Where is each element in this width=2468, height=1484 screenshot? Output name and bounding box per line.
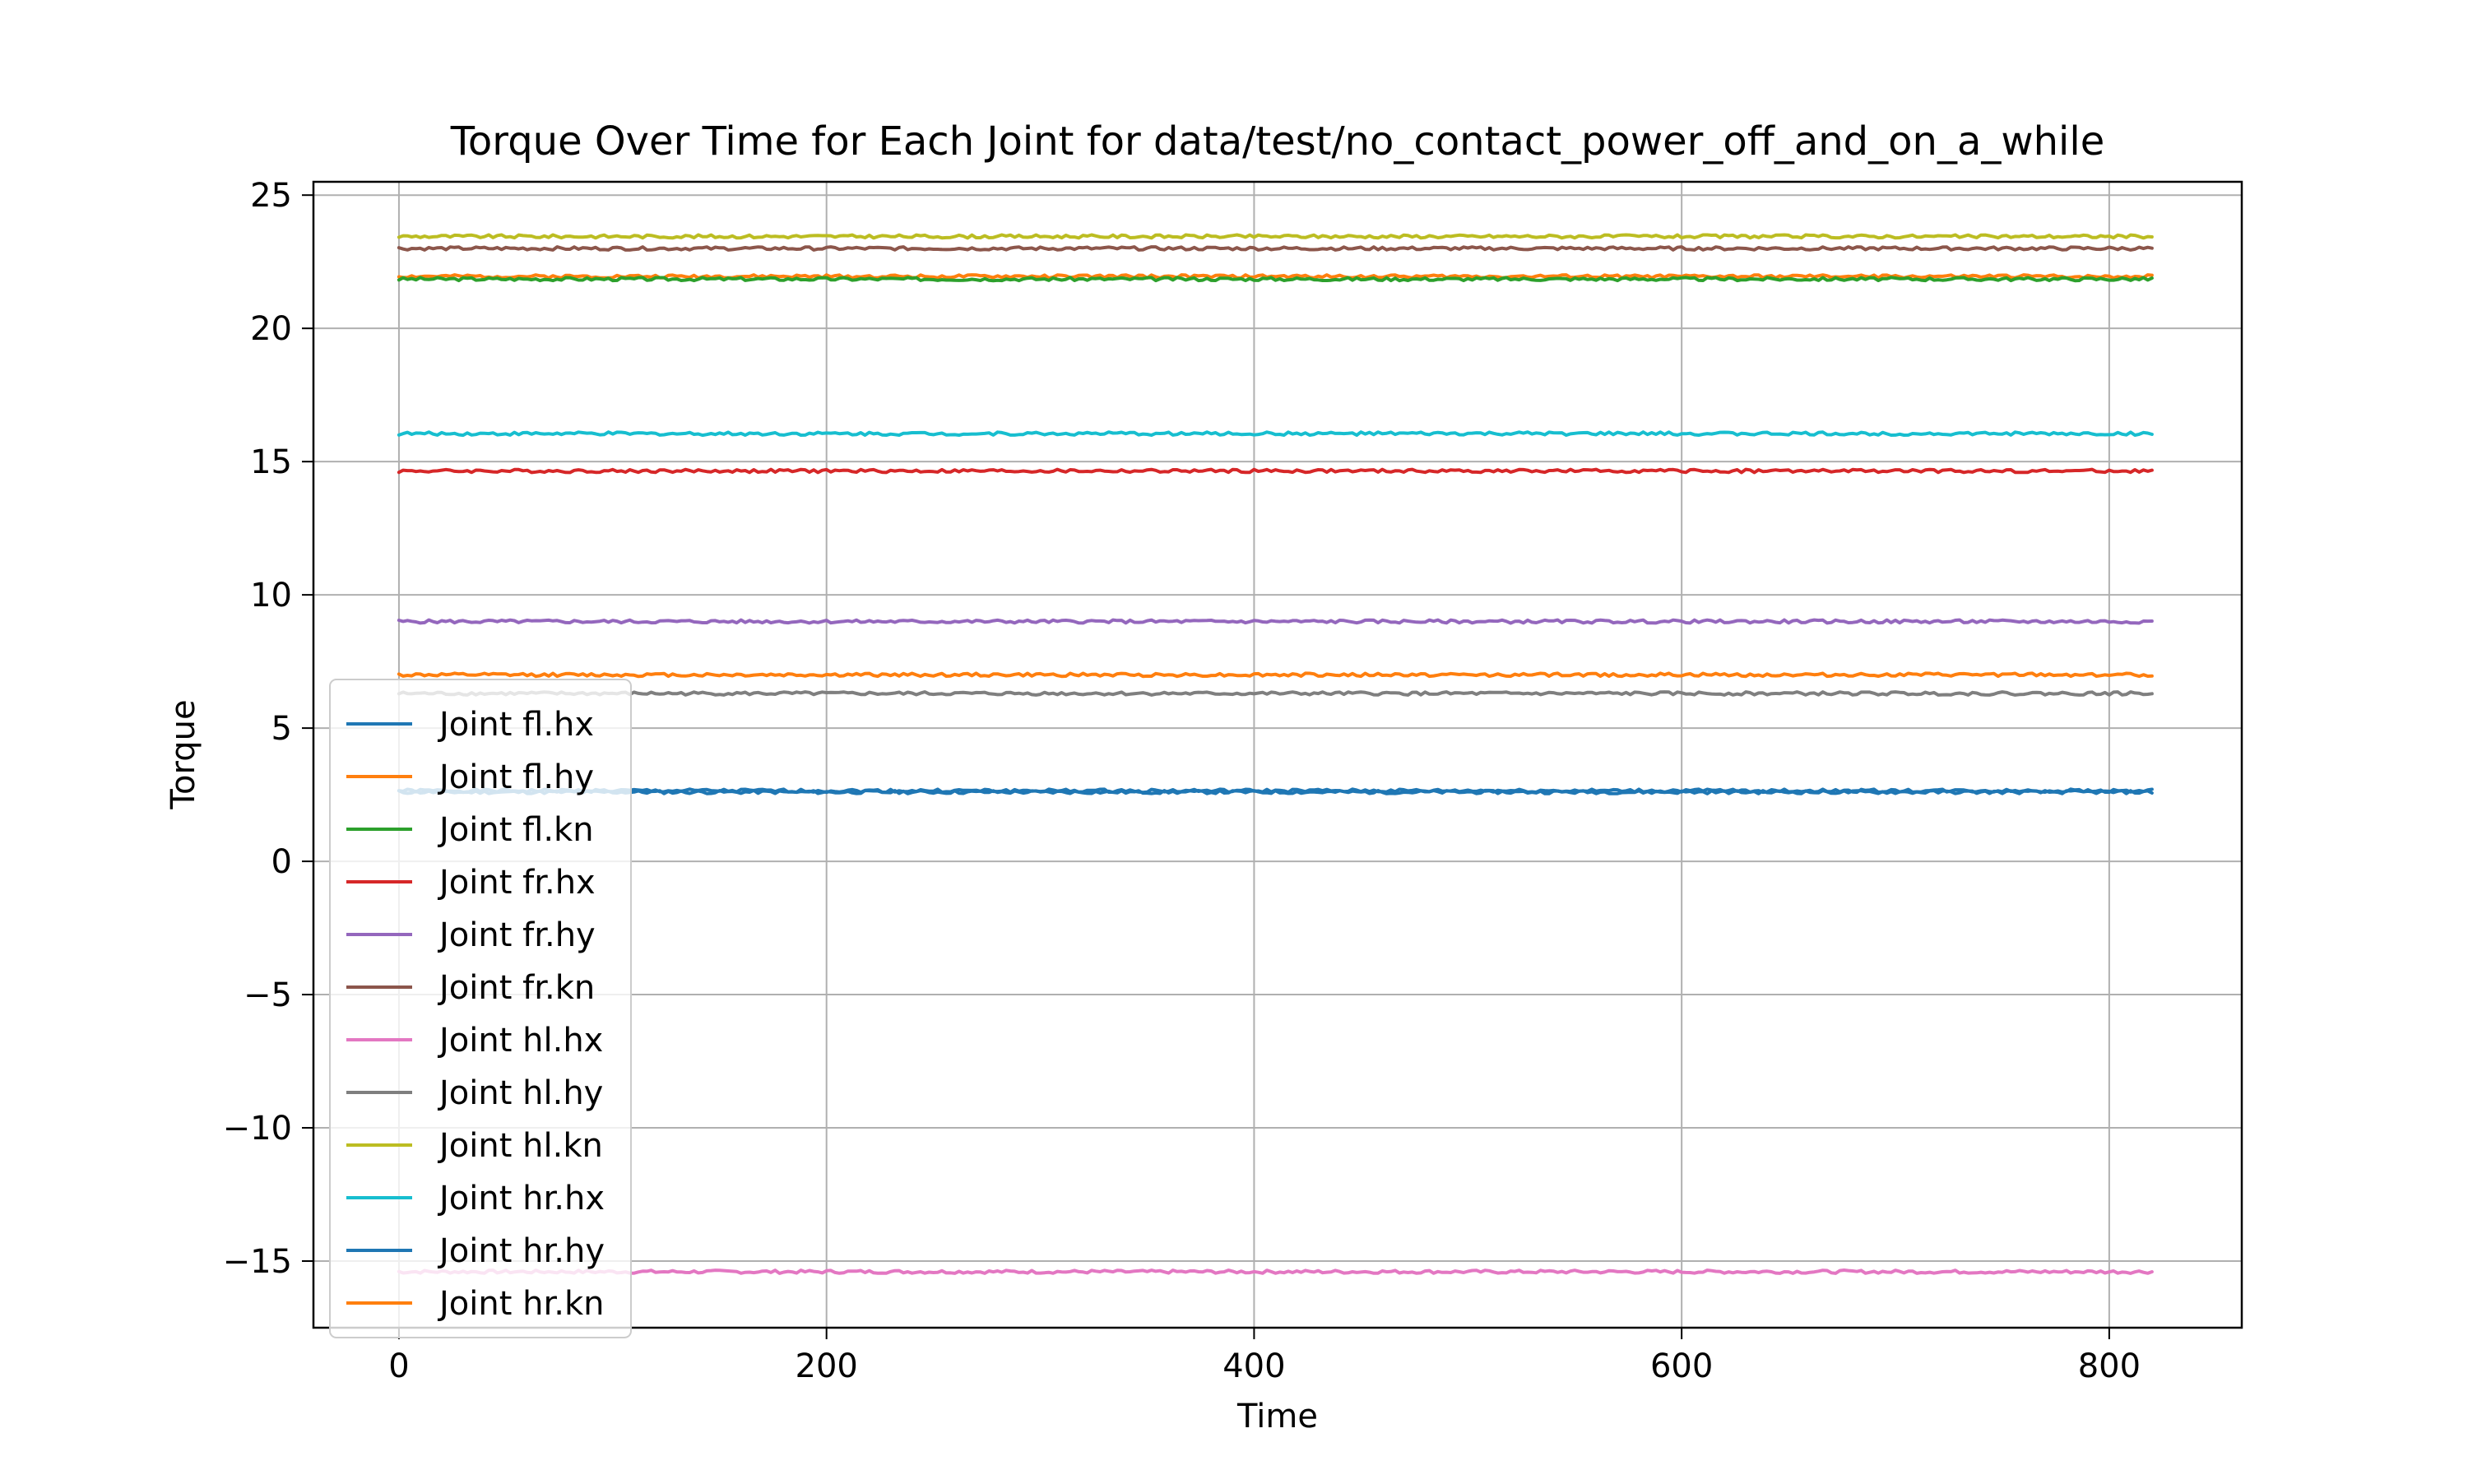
y-tick-label: −10 [223, 1110, 292, 1148]
series-line-joint-hr-kn [397, 671, 2154, 679]
x-tick-label: 0 [388, 1347, 409, 1385]
legend-label: Joint fr.hy [437, 916, 596, 954]
legend-label: Joint hr.hy [437, 1232, 605, 1270]
y-tick-label: 5 [271, 710, 292, 748]
y-tick-label: −5 [244, 976, 292, 1014]
x-tick-label: 800 [2078, 1347, 2141, 1385]
x-tick-label: 600 [1650, 1347, 1713, 1385]
series-line-joint-hl-hy [397, 690, 2154, 697]
series-line-joint-hr-hy [397, 788, 2154, 795]
legend-label: Joint fl.hy [437, 758, 594, 796]
tick-layer: 0 200 400 600 800 −15 −10 −5 0 5 10 15 20 25 [223, 177, 2141, 1385]
y-tick-label: −15 [223, 1243, 292, 1281]
legend-label: Joint hl.hy [437, 1074, 603, 1112]
legend-label: Joint hl.hx [437, 1022, 603, 1060]
y-tick-label: 10 [250, 577, 292, 614]
series-line-joint-fl-hy [397, 273, 2154, 280]
legend: Joint fl.hx Joint fl.hy Joint fl.kn Joint f… [329, 679, 632, 1338]
x-tick-label: 200 [796, 1347, 858, 1385]
y-axis-label: Torque [165, 699, 202, 809]
chart-title: Torque Over Time for Each Joint for data… [450, 118, 2104, 165]
series-line-joint-hl-hx [397, 1268, 2154, 1275]
x-tick-label: 400 [1222, 1347, 1285, 1385]
series-line-joint-fr-hx [397, 467, 2154, 475]
series-line-joint-fr-kn [397, 245, 2154, 252]
series-line-joint-hr-hx [397, 430, 2154, 438]
series-line-joint-fr-hy [397, 618, 2154, 625]
legend-label: Joint fl.kn [437, 811, 594, 849]
legend-box [329, 679, 632, 1338]
y-tick-label: 0 [271, 843, 292, 881]
grid-layer [313, 182, 2242, 1328]
legend-label: Joint fr.kn [437, 969, 595, 1007]
x-axis-label: Time [1236, 1398, 1318, 1435]
y-tick-label: 25 [250, 177, 292, 215]
axes-frame [312, 180, 2243, 1329]
legend-label: Joint fr.hx [437, 864, 596, 902]
legend-label: Joint fl.hx [437, 706, 594, 744]
series-layer [397, 233, 2154, 1275]
y-tick-label: 15 [250, 443, 292, 481]
legend-label: Joint hr.hx [437, 1180, 605, 1217]
y-tick-label: 20 [250, 310, 292, 348]
legend-label: Joint hl.kn [437, 1127, 603, 1165]
series-line-joint-hl-kn [397, 233, 2154, 240]
series-line-joint-fl-kn [397, 276, 2154, 283]
legend-label: Joint hr.kn [437, 1285, 605, 1323]
